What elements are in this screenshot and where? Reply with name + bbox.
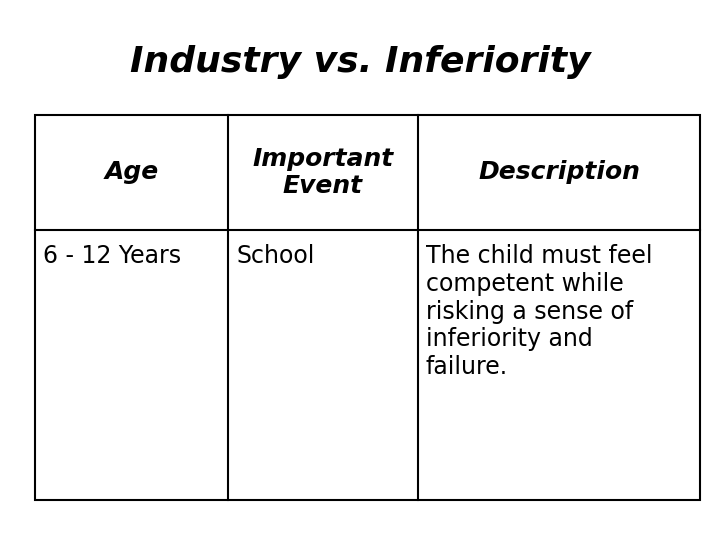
Text: The child must feel
competent while
risking a sense of
inferiority and
failure.: The child must feel competent while risk… — [426, 244, 652, 379]
Bar — [35, 115, 700, 500]
Text: School: School — [236, 244, 315, 268]
Text: 6 - 12 Years: 6 - 12 Years — [43, 244, 181, 268]
Text: Description: Description — [478, 160, 640, 185]
Text: Industry vs. Inferiority: Industry vs. Inferiority — [130, 45, 590, 79]
Text: Important
Event: Important Event — [253, 146, 394, 198]
Text: Age: Age — [104, 160, 158, 185]
